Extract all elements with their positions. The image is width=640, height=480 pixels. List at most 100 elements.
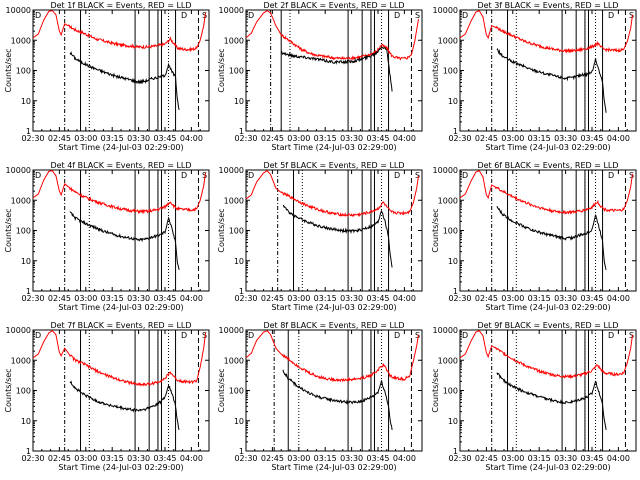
x-tick-label: 02:45 bbox=[475, 294, 498, 303]
y-tick-label: 1000 bbox=[224, 356, 244, 365]
series-lld-line bbox=[32, 10, 206, 53]
series-events-line bbox=[496, 47, 607, 113]
y-tick-label: 10 bbox=[448, 257, 458, 266]
y-axis-label: Counts/sec bbox=[217, 48, 226, 92]
panel-title: Det 4f BLACK = Events, RED = LLD bbox=[50, 161, 191, 170]
y-tick-label: 100 bbox=[16, 67, 31, 76]
x-tick-label: 04:00 bbox=[607, 294, 630, 303]
x-tick-label: 03:00 bbox=[501, 454, 524, 463]
y-tick-label: 100 bbox=[229, 387, 244, 396]
x-tick-label: 03:15 bbox=[101, 454, 124, 463]
panel-title: Det 5f BLACK = Events, RED = LLD bbox=[263, 161, 404, 170]
panel-title: Det 8f BLACK = Events, RED = LLD bbox=[263, 321, 404, 330]
x-tick-label: 03:45 bbox=[153, 134, 176, 143]
panel-title: Det 9f BLACK = Events, RED = LLD bbox=[477, 321, 618, 330]
x-tick-label: 02:45 bbox=[48, 454, 71, 463]
corner-label: D bbox=[248, 171, 254, 180]
y-tick-label: 100 bbox=[16, 387, 31, 396]
corner-label: D bbox=[608, 11, 614, 20]
x-tick-label: 02:45 bbox=[48, 294, 71, 303]
corner-label: D bbox=[181, 331, 187, 340]
y-tick-label: 1 bbox=[26, 127, 31, 136]
x-axis-label: Start Time (24-Jul-03 02:29:00) bbox=[485, 143, 610, 152]
panel-title: Det 1f BLACK = Events, RED = LLD bbox=[50, 1, 191, 10]
corner-label: D bbox=[35, 331, 41, 340]
x-tick-label: 02:45 bbox=[261, 294, 284, 303]
x-tick-label: 03:30 bbox=[127, 134, 150, 143]
y-axis-label: Counts/sec bbox=[4, 48, 13, 92]
y-tick-label: 10000 bbox=[433, 6, 458, 15]
y-tick-label: 10000 bbox=[219, 326, 244, 335]
x-tick-label: 03:45 bbox=[580, 294, 603, 303]
y-axis-label: Counts/sec bbox=[4, 368, 13, 412]
series-lld-line bbox=[32, 170, 206, 215]
y-tick-label: 10 bbox=[448, 417, 458, 426]
y-axis-label: Counts/sec bbox=[4, 208, 13, 252]
y-tick-label: 10 bbox=[21, 257, 31, 266]
x-tick-label: 03:00 bbox=[287, 454, 310, 463]
plot-frame bbox=[32, 169, 210, 292]
x-tick-label: 03:45 bbox=[580, 134, 603, 143]
corner-label: S bbox=[629, 171, 634, 180]
x-tick-label: 02:30 bbox=[21, 134, 44, 143]
plot-frame bbox=[32, 9, 210, 132]
corner-label: D bbox=[394, 331, 400, 340]
x-tick-label: 03:15 bbox=[528, 294, 551, 303]
series-events-line bbox=[69, 380, 180, 431]
plot-frame bbox=[459, 9, 637, 132]
x-tick-label: 03:30 bbox=[340, 294, 363, 303]
y-axis-label: Counts/sec bbox=[431, 48, 440, 92]
y-tick-label: 1 bbox=[26, 447, 31, 456]
x-tick-label: 03:15 bbox=[314, 294, 337, 303]
series-events-line bbox=[283, 204, 393, 268]
series-lld-line bbox=[245, 170, 419, 218]
x-tick-label: 02:45 bbox=[475, 134, 498, 143]
corner-label: S bbox=[629, 11, 634, 20]
x-tick-label: 02:30 bbox=[448, 134, 471, 143]
y-tick-label: 10000 bbox=[433, 166, 458, 175]
x-tick-label: 02:45 bbox=[261, 454, 284, 463]
corner-label: S bbox=[415, 331, 420, 340]
corner-label: D bbox=[462, 11, 468, 20]
x-tick-label: 03:00 bbox=[74, 134, 97, 143]
y-tick-label: 10 bbox=[21, 97, 31, 106]
y-tick-label: 1000 bbox=[11, 196, 31, 205]
x-tick-label: 03:15 bbox=[314, 134, 337, 143]
y-tick-label: 100 bbox=[229, 227, 244, 236]
y-axis-label: Counts/sec bbox=[217, 208, 226, 252]
y-tick-label: 100 bbox=[443, 67, 458, 76]
x-tick-label: 03:45 bbox=[580, 454, 603, 463]
x-tick-label: 03:00 bbox=[287, 134, 310, 143]
x-tick-label: 04:00 bbox=[393, 454, 416, 463]
x-tick-label: 03:00 bbox=[74, 454, 97, 463]
plot-frame bbox=[245, 329, 423, 452]
series-events-line bbox=[69, 51, 180, 111]
x-tick-label: 04:00 bbox=[180, 134, 203, 143]
corner-label: D bbox=[608, 331, 614, 340]
panel-title: Det 2f BLACK = Events, RED = LLD bbox=[263, 1, 404, 10]
y-axis-label: Counts/sec bbox=[217, 368, 226, 412]
corner-label: D bbox=[248, 331, 254, 340]
x-tick-label: 03:45 bbox=[366, 294, 389, 303]
x-tick-label: 03:45 bbox=[366, 134, 389, 143]
corner-label: S bbox=[202, 171, 207, 180]
series-lld-line bbox=[459, 10, 633, 54]
y-tick-label: 1000 bbox=[224, 196, 244, 205]
corner-label: D bbox=[608, 171, 614, 180]
y-tick-label: 100 bbox=[443, 387, 458, 396]
series-lld-line bbox=[459, 170, 633, 216]
y-tick-label: 10000 bbox=[6, 166, 31, 175]
panel-title: Det 3f BLACK = Events, RED = LLD bbox=[477, 1, 618, 10]
x-tick-label: 02:45 bbox=[261, 134, 284, 143]
y-tick-label: 100 bbox=[229, 67, 244, 76]
corner-label: S bbox=[629, 331, 634, 340]
x-tick-label: 03:00 bbox=[501, 134, 524, 143]
x-tick-label: 03:30 bbox=[554, 134, 577, 143]
y-tick-label: 1 bbox=[239, 447, 244, 456]
x-axis-label: Start Time (24-Jul-03 02:29:00) bbox=[58, 463, 183, 472]
